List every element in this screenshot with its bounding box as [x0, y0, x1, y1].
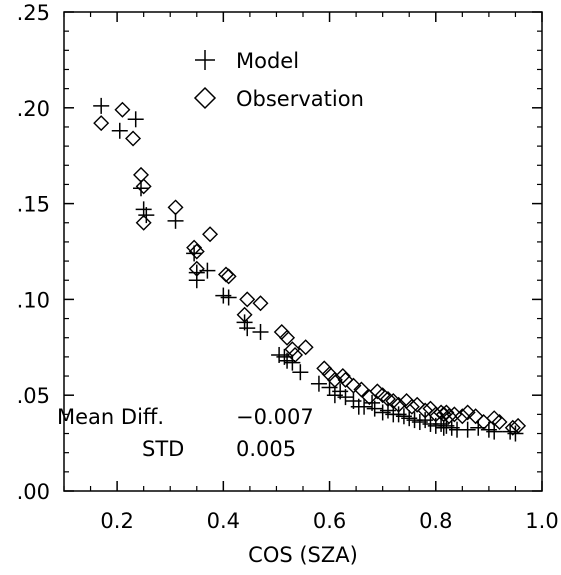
observation-point — [114, 101, 131, 118]
observation-point — [135, 178, 152, 195]
observation-point — [188, 243, 205, 260]
model-point — [459, 421, 476, 438]
std-value: 0.005 — [236, 437, 296, 461]
y-tick-label: .05 — [17, 384, 50, 408]
observation-point — [504, 419, 521, 436]
model-point — [220, 289, 237, 306]
observation-point — [334, 368, 351, 385]
observation-point — [202, 226, 219, 243]
y-tick-label: .15 — [17, 193, 50, 217]
observation-point — [287, 346, 304, 363]
y-tick-label: .25 — [17, 1, 50, 25]
data-marks — [93, 97, 527, 442]
model-point — [239, 320, 256, 337]
mean-diff-value: −0.007 — [236, 405, 314, 429]
model-point — [292, 364, 309, 381]
legend-marker-model — [195, 50, 215, 70]
std-label: STD — [142, 437, 184, 461]
model-point — [284, 354, 301, 371]
x-axis-label: COS (SZA) — [248, 543, 358, 567]
legend-label-observation: Observation — [236, 87, 364, 111]
observation-point — [279, 329, 296, 346]
model-point — [93, 97, 110, 114]
observation-point — [297, 339, 314, 356]
observation-point — [409, 396, 426, 413]
y-axis: .00 .05 .10 .15 .20 .25 — [17, 1, 542, 504]
x-tick-label: 0.2 — [100, 509, 133, 533]
observation-point — [217, 266, 234, 283]
legend: Model Observation — [193, 49, 364, 111]
model-point — [252, 323, 269, 340]
stats-annotation: Mean Diff. −0.007 STD 0.005 — [57, 405, 314, 461]
model-point — [310, 375, 327, 392]
model-point — [356, 398, 373, 415]
observation-point — [326, 371, 343, 388]
observation-point — [345, 377, 362, 394]
observation-point — [239, 291, 256, 308]
model-point — [366, 400, 383, 417]
observation-point — [390, 396, 407, 413]
observation-point — [284, 341, 301, 358]
observation-point — [252, 295, 269, 312]
model-point — [507, 425, 524, 442]
legend-marker-observation — [193, 86, 217, 110]
x-axis: 0.2 0.4 0.6 0.8 1.0 — [63, 12, 559, 533]
observation-point — [467, 408, 484, 425]
observation-point — [403, 398, 420, 415]
mean-diff-label: Mean Diff. — [57, 405, 164, 429]
observation-point — [353, 381, 370, 398]
observation-point — [417, 402, 434, 419]
observation-point — [167, 199, 184, 216]
observation-point — [491, 414, 508, 431]
observation-point — [133, 166, 150, 183]
x-tick-label: 0.6 — [313, 509, 346, 533]
observation-point — [454, 408, 471, 425]
observation-point — [188, 260, 205, 277]
model-point — [127, 111, 144, 128]
observation-point — [125, 130, 142, 147]
model-point — [188, 264, 205, 281]
x-tick-label: 0.4 — [207, 509, 240, 533]
observation-point — [93, 115, 110, 132]
y-tick-label: .20 — [17, 97, 50, 121]
observation-point — [510, 417, 527, 434]
observation-point — [379, 391, 396, 408]
observation-point — [337, 371, 354, 388]
model-point — [138, 207, 155, 224]
model-point — [167, 212, 184, 229]
model-point — [470, 419, 487, 436]
observation-point — [186, 239, 203, 256]
observation-point — [441, 408, 458, 425]
legend-label-model: Model — [236, 49, 299, 73]
observation-point — [220, 268, 237, 285]
x-tick-label: 1.0 — [525, 509, 558, 533]
observation-point — [135, 214, 152, 231]
series-observation — [93, 101, 527, 436]
x-tick-label: 0.8 — [419, 509, 452, 533]
y-tick-label: .10 — [17, 288, 50, 312]
observation-point — [459, 404, 476, 421]
model-point — [111, 122, 128, 139]
series-model — [93, 97, 524, 442]
model-point — [337, 389, 354, 406]
model-point — [486, 423, 503, 440]
y-tick-label: .00 — [17, 480, 50, 504]
observation-point — [236, 306, 253, 323]
